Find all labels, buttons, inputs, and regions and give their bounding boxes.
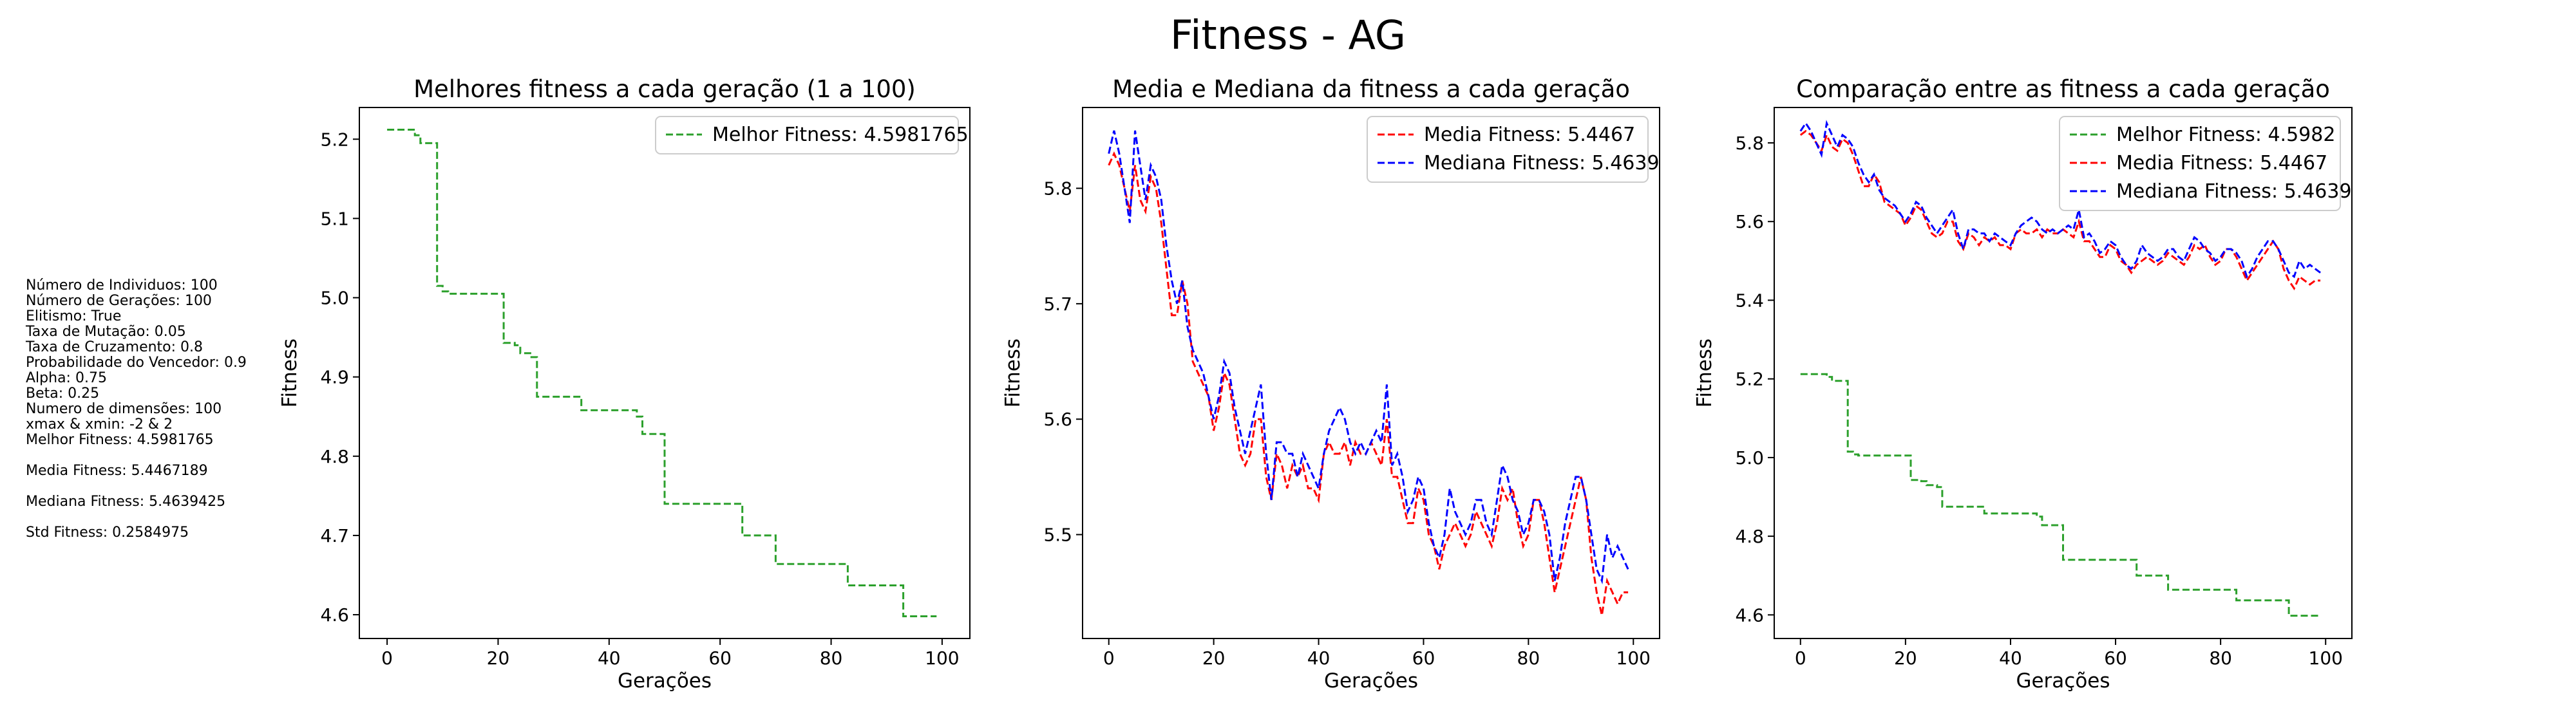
y-tick-label: 5.8 [1735,133,1764,154]
legend-entry: Media Fitness: 5.4467 [2116,152,2327,174]
y-tick-label: 4.6 [320,604,349,626]
y-tick-label: 5.0 [1735,447,1764,469]
parameter-line: Número de Individuos: 100 [26,277,218,293]
y-tick-label: 5.6 [1043,409,1072,430]
series-line [1108,130,1629,584]
x-tick-label: 40 [598,647,621,669]
parameter-line: Numero de dimensões: 100 [26,401,222,417]
series-line [1800,373,2321,617]
y-tick-label: 5.6 [1735,211,1764,232]
x-tick-label: 100 [925,647,959,669]
chart-1: Melhores fitness a cada geração (1 a 100… [278,75,971,693]
x-tick-label: 60 [708,647,732,669]
figure-title: Fitness - AG [1170,12,1406,59]
parameter-line: Melhor Fitness: 4.5981765 [26,432,214,448]
x-axis-label: Gerações [618,669,712,693]
parameter-line: Taxa de Mutação: 0.05 [26,324,186,340]
x-tick-label: 40 [1307,647,1331,669]
chart-title: Melhores fitness a cada geração (1 a 100… [413,75,916,103]
legend-entry: Mediana Fitness: 5.4639 [1424,152,1660,174]
y-tick-label: 5.4 [1735,290,1764,311]
chart-title: Media e Mediana da fitness a cada geraçã… [1112,75,1630,103]
x-tick-label: 0 [381,647,393,669]
x-tick-label: 40 [1999,647,2022,669]
parameter-line: xmax & xmin: -2 & 2 [26,416,173,433]
x-tick-label: 20 [1202,647,1226,669]
chart-2: Media e Mediana da fitness a cada geraçã… [1001,75,1660,693]
y-tick-label: 5.0 [320,288,349,309]
x-tick-label: 80 [2209,647,2232,669]
axes-frame [359,107,971,639]
y-tick-label: 4.7 [320,525,349,546]
parameter-line: Media Fitness: 5.4467189 [26,463,208,479]
x-axis-label: Gerações [2016,669,2110,693]
legend-entry: Melhor Fitness: 4.5982 [2116,124,2335,146]
x-tick-label: 100 [2309,647,2343,669]
parameter-line: Mediana Fitness: 5.4639425 [26,494,226,510]
series-line [387,129,937,617]
axes-frame [1082,107,1660,639]
x-tick-label: 100 [1616,647,1651,669]
legend-entry: Melhor Fitness: 4.5981765 [712,124,969,146]
chart-3: Comparação entre as fitness a cada geraç… [1693,75,2353,693]
axes-frame [1774,107,2353,639]
legend-box [1367,116,1649,183]
legend-entry: Media Fitness: 5.4467 [1424,124,1635,146]
parameter-line: Std Fitness: 0.2584975 [26,525,189,541]
y-tick-label: 4.8 [1735,526,1764,547]
y-tick-label: 5.7 [1043,293,1072,315]
y-tick-label: 5.2 [1735,369,1764,390]
parameter-line: Elitismo: True [26,308,122,324]
legend: Melhor Fitness: 4.5981765 [655,116,969,154]
y-axis-label: Fitness [278,339,301,407]
y-axis-label: Fitness [1693,339,1716,407]
x-tick-label: 20 [1894,647,1917,669]
y-tick-label: 5.8 [1043,178,1072,200]
y-axis-label: Fitness [1001,339,1025,407]
y-tick-label: 5.1 [320,208,349,229]
y-tick-label: 4.9 [320,367,349,388]
chart-title: Comparação entre as fitness a cada geraç… [1796,75,2330,103]
y-tick-label: 5.5 [1043,525,1072,546]
y-tick-label: 4.6 [1735,604,1764,626]
y-tick-label: 4.8 [320,446,349,467]
x-tick-label: 0 [1795,647,1806,669]
x-tick-label: 20 [487,647,510,669]
x-axis-label: Gerações [1324,669,1418,693]
x-tick-label: 80 [1517,647,1540,669]
x-tick-label: 80 [820,647,843,669]
series-line [1799,120,2321,279]
parameter-line: Beta: 0.25 [26,386,100,402]
x-tick-label: 60 [1412,647,1435,669]
y-tick-label: 5.2 [320,129,349,150]
legend: Media Fitness: 5.4467 Mediana Fitness: 5.… [1367,116,1660,183]
parameter-line: Número de Gerações: 100 [26,293,212,309]
legend-box [655,116,959,154]
legend-entry: Mediana Fitness: 5.4639 [2116,180,2352,203]
parameter-line: Alpha: 0.75 [26,370,107,386]
parameter-line: Taxa de Cruzamento: 0.8 [26,339,204,355]
x-tick-label: 60 [2104,647,2127,669]
parameter-line: Probabilidade do Vencedor: 0.9 [26,355,247,371]
legend: Melhor Fitness: 4.5982 Media Fitness: 5.4… [2059,116,2352,211]
x-tick-label: 0 [1103,647,1115,669]
parameters-text: Número de Individuos: 100 Número de Geraç… [26,278,247,541]
legend-box [2059,116,2341,211]
